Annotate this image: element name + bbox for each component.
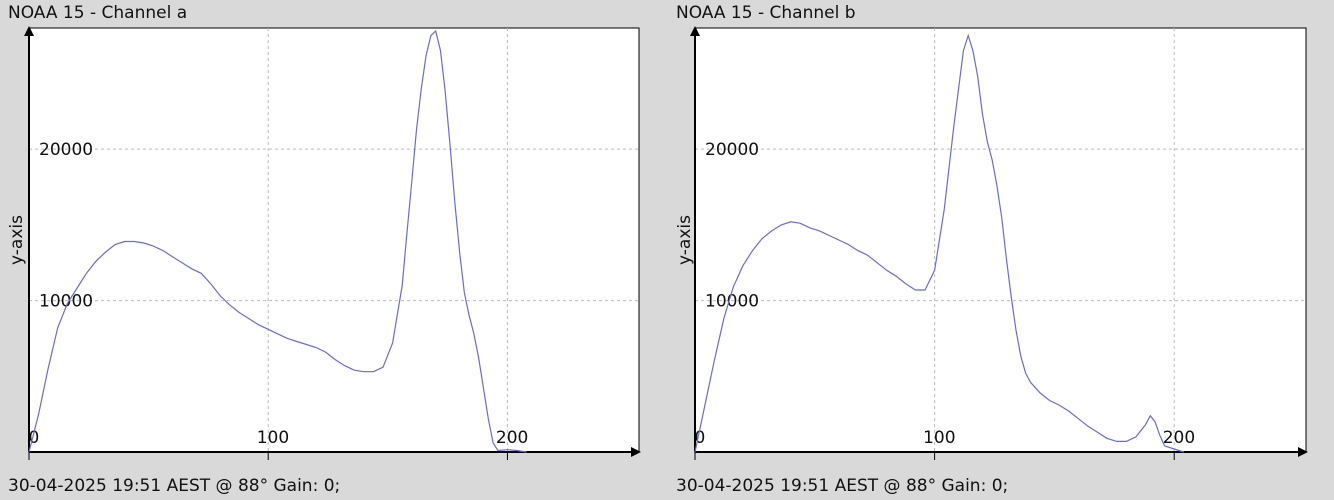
plot-background	[28, 27, 640, 453]
y-axis-arrow	[24, 26, 34, 36]
y-tick-label: 20000	[39, 140, 93, 160]
y-tick-label: 10000	[39, 292, 93, 312]
series-line	[28, 29, 527, 453]
chart-panel-channel-b: NOAA 15 - Channel b 0 100 200 10000 20000 y-a…	[668, 0, 1334, 500]
y-axis-label: y-axis	[7, 215, 27, 265]
chart-plot-area: 0 100 200 10000 20000 y-axis	[7, 26, 641, 460]
x-tick-label: 0	[695, 428, 706, 448]
x-axis-arrow	[631, 447, 641, 457]
plot-background	[694, 27, 1307, 453]
series-line	[694, 33, 1184, 453]
x-axis-arrow	[1298, 447, 1308, 457]
chart-footer-timestamp: 30-04-2025 19:51 AEST @ 88° Gain: 0;	[676, 476, 1009, 496]
x-tick-label: 100	[923, 428, 955, 448]
y-axis-arrow	[690, 26, 700, 36]
x-tick-label: 200	[1163, 428, 1195, 448]
chart-plot-area: 0 100 200 10000 20000 y-axis	[675, 26, 1308, 460]
x-tick-label: 0	[29, 428, 40, 448]
chart-title: NOAA 15 - Channel a	[8, 3, 188, 23]
x-tick-label: 200	[496, 428, 528, 448]
chart-title: NOAA 15 - Channel b	[676, 3, 856, 23]
x-tick-label: 100	[257, 428, 289, 448]
y-axis-label: y-axis	[675, 215, 695, 265]
chart-panel-channel-a: NOAA 15 - Channel a 0 100 200 10000 20000 y-a…	[7, 3, 641, 496]
chart-footer-timestamp: 30-04-2025 19:51 AEST @ 88° Gain: 0;	[8, 476, 341, 496]
y-tick-label: 10000	[705, 292, 759, 312]
y-tick-label: 20000	[705, 140, 759, 160]
